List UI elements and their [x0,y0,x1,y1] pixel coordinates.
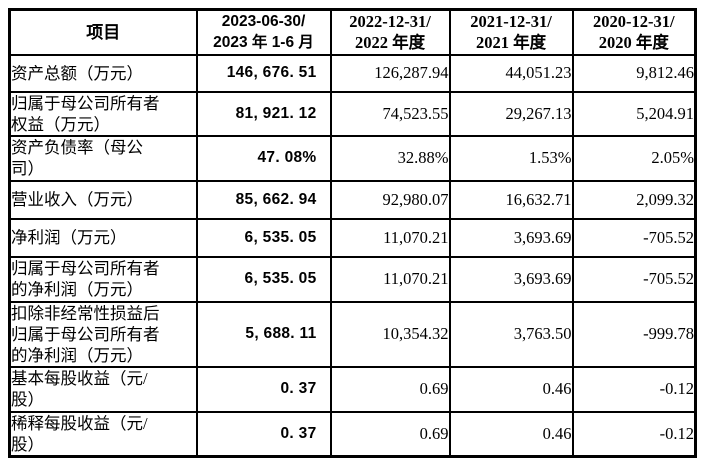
value-2021: 3,693.69 [448,217,574,258]
row-label: 归属于母公司所有者 权益（万元） [8,90,198,137]
column-header-2021: 2021-12-31/ 2021 年度 [448,8,574,56]
row-label: 归属于母公司所有者 的净利润（万元） [8,255,198,303]
column-header-2023-h1: 2023-06-30/ 2023 年 1-6 月 [195,8,332,56]
value-2022: 32.88% [329,134,451,182]
value-2021: 16,632.71 [448,179,574,220]
value-2020: 2,099.32 [571,179,697,220]
financial-summary-table: 项目 2023-06-30/ 2023 年 1-6 月 2022-12-31/ … [8,8,697,458]
value-2021: 0.46 [448,365,574,413]
period-label: 2020 年度 [598,33,669,53]
period-date: 2020-12-31/ [592,12,675,32]
period-label: 2021 年度 [475,33,547,53]
table-row-net-profit: 净利润（万元） 6, 535. 05 11,070.21 3,693.69 -7… [8,217,697,258]
value-2022: 74,523.55 [329,90,451,137]
table-row-revenue: 营业收入（万元） 85, 662. 94 92,980.07 16,632.71… [8,179,697,220]
table-row-parent-equity: 归属于母公司所有者 权益（万元） 81, 921. 12 74,523.55 2… [8,90,697,137]
table-row-diluted-eps: 稀释每股收益（元/ 股） 0. 37 0.69 0.46 -0.12 [8,410,697,458]
value-2022: 126,287.94 [329,53,451,93]
value-2022: 11,070.21 [329,217,451,258]
value-2021: 3,763.50 [448,300,574,368]
value-2023-h1: 146, 676. 51 [195,53,332,93]
value-2021: 1.53% [448,134,574,182]
row-label: 净利润（万元） [8,217,198,258]
column-header-item: 项目 [8,8,198,56]
value-2020: -0.12 [571,410,697,458]
period-date: 2021-12-31/ [470,12,552,32]
value-2022: 11,070.21 [329,255,451,303]
table-row-debt-ratio: 资产负债率（母公 司） 47. 08% 32.88% 1.53% 2.05% [8,134,697,182]
row-label: 扣除非经常性损益后 归属于母公司所有者 的净利润（万元） [8,300,198,368]
value-2023-h1: 81, 921. 12 [195,90,332,137]
value-2022: 0.69 [329,365,451,413]
table-row-total-assets: 资产总额（万元） 146, 676. 51 126,287.94 44,051.… [8,53,697,93]
row-label: 基本每股收益（元/ 股） [8,365,198,413]
value-2020: -705.52 [571,217,697,258]
value-2023-h1: 47. 08% [195,134,332,182]
value-2020: -705.52 [571,255,697,303]
value-2020: -999.78 [571,300,697,368]
row-label: 资产总额（万元） [8,53,198,93]
period-date: 2022-12-31/ [349,12,431,32]
value-2023-h1: 6, 535. 05 [195,217,332,258]
value-2020: 2.05% [571,134,697,182]
value-2023-h1: 85, 662. 94 [195,179,332,220]
value-2021: 44,051.23 [448,53,574,93]
row-label: 营业收入（万元） [8,179,198,220]
table-header-row: 项目 2023-06-30/ 2023 年 1-6 月 2022-12-31/ … [8,8,697,56]
value-2023-h1: 5, 688. 11 [195,300,332,368]
row-label: 稀释每股收益（元/ 股） [8,410,198,458]
column-header-2022: 2022-12-31/ 2022 年度 [329,8,451,56]
period-label: 2022 年度 [354,33,426,53]
value-2020: 9,812.46 [571,53,697,93]
period-date: 2023-06-30/ [221,13,306,31]
value-2021: 3,693.69 [448,255,574,303]
value-2021: 0.46 [448,410,574,458]
value-2023-h1: 6, 535. 05 [195,255,332,303]
value-2022: 10,354.32 [329,300,451,368]
table-row-non-recurring-net-profit: 扣除非经常性损益后 归属于母公司所有者 的净利润（万元） 5, 688. 11 … [8,300,697,368]
column-header-2020: 2020-12-31/ 2020 年度 [571,8,697,56]
row-label: 资产负债率（母公 司） [8,134,198,182]
value-2023-h1: 0. 37 [195,410,332,458]
value-2020: 5,204.91 [571,90,697,137]
value-2022: 92,980.07 [329,179,451,220]
table-row-parent-net-profit: 归属于母公司所有者 的净利润（万元） 6, 535. 05 11,070.21 … [8,255,697,303]
period-label: 2023 年 1-6 月 [213,34,314,52]
value-2021: 29,267.13 [448,90,574,137]
value-2022: 0.69 [329,410,451,458]
value-2023-h1: 0. 37 [195,365,332,413]
value-2020: -0.12 [571,365,697,413]
table-row-basic-eps: 基本每股收益（元/ 股） 0. 37 0.69 0.46 -0.12 [8,365,697,413]
